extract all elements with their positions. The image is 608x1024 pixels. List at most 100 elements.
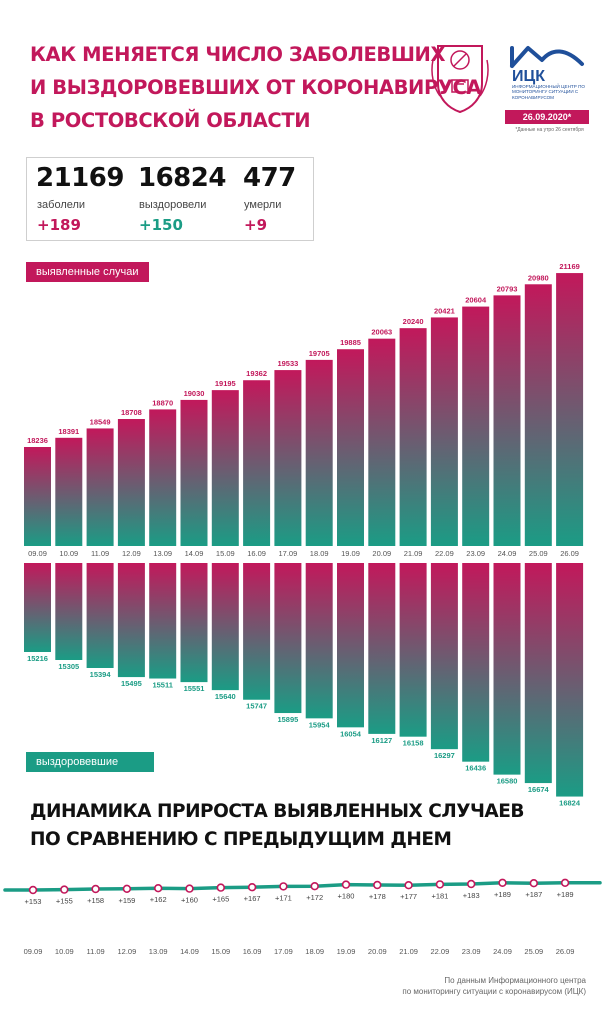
growth-point — [529, 878, 538, 888]
recovered-bar — [24, 563, 51, 652]
date-label: 10.09 — [59, 549, 78, 558]
date-label: 17.09 — [279, 549, 298, 558]
growth-date-label: 23.09 — [462, 947, 481, 956]
icc-name: ИЦК — [512, 68, 545, 85]
case-bar — [274, 370, 302, 546]
growth-date-label: 25.09 — [524, 947, 543, 956]
case-bar — [149, 409, 177, 546]
stat-recovered-label: выздоровели — [139, 199, 207, 211]
recovered-series-label: выздоровевшие — [26, 752, 154, 772]
stat-died-value: 477 — [243, 163, 296, 193]
title-line-2: и выздоровевших от коронавируса — [30, 76, 482, 99]
growth-point — [404, 880, 413, 890]
icc-logo-icon — [510, 46, 584, 68]
growth-point — [341, 880, 351, 889]
growth-point — [279, 882, 288, 891]
growth-title-line-2: по сравнению с предыдущим днем — [30, 829, 452, 850]
case-value-label: 18549 — [90, 417, 111, 426]
case-bar — [55, 437, 83, 546]
page-title: Как меняется число заболевших и выздоров… — [30, 38, 482, 137]
growth-date-label: 18.09 — [305, 947, 324, 956]
date-label: 18.09 — [310, 549, 329, 558]
recovered-bar — [493, 563, 521, 775]
recovered-value-label: 15640 — [215, 692, 236, 701]
growth-point — [91, 884, 100, 894]
recovered-value-label: 15551 — [184, 684, 205, 693]
case-bar — [399, 328, 427, 546]
date-badge: 26.09.2020* — [505, 110, 589, 124]
icc-full-name: Информационный центр по мониторингу ситу… — [512, 84, 585, 100]
case-value-label: 20604 — [465, 296, 487, 305]
date-label: 19.09 — [341, 549, 360, 558]
case-value-label: 18708 — [121, 408, 142, 417]
case-value-label: 20793 — [497, 284, 518, 293]
date-label: 26.09 — [560, 549, 579, 558]
date-label: 15.09 — [216, 549, 235, 558]
recovered-bar — [274, 563, 302, 714]
case-value-label: 20980 — [528, 273, 549, 282]
growth-value-label: +189 — [494, 890, 511, 899]
growth-value-label: +153 — [25, 897, 42, 906]
growth-date-label: 16.09 — [243, 947, 262, 956]
date-label: 20.09 — [372, 549, 391, 558]
case-value-label: 19195 — [215, 379, 236, 388]
recovered-bar — [211, 563, 239, 691]
case-value-label: 18870 — [152, 398, 173, 407]
growth-title-line-1: Динамика прироста выявленных случаев — [30, 801, 524, 822]
growth-value-label: +165 — [212, 895, 229, 904]
recovered-bar — [180, 563, 208, 683]
growth-value-label: +187 — [525, 890, 542, 899]
case-bar — [211, 390, 239, 546]
date-label: 14.09 — [185, 549, 204, 558]
stat-recovered-delta: +150 — [139, 216, 183, 234]
recovered-value-label: 15511 — [152, 681, 172, 690]
recovered-bar — [86, 563, 114, 669]
title-line-3: в Ростовской области — [30, 109, 311, 132]
growth-value-label: +160 — [181, 896, 198, 905]
source-line-1: По данным Информационного центра — [444, 976, 586, 985]
case-value-label: 20063 — [371, 328, 392, 337]
recovered-value-label: 16297 — [434, 751, 455, 760]
growth-point — [498, 878, 507, 887]
case-bar — [243, 380, 271, 546]
case-bar — [305, 359, 333, 546]
growth-point — [560, 878, 570, 887]
growth-point — [467, 879, 476, 889]
rostov-coat-of-arms-icon — [431, 45, 489, 114]
growth-value-label: +155 — [56, 897, 73, 906]
date-label: 23.09 — [466, 549, 485, 558]
date-label: 11.09 — [91, 549, 109, 558]
recovered-bar — [243, 563, 271, 700]
growth-point — [122, 884, 132, 893]
recovered-value-label: 16674 — [528, 785, 550, 794]
growth-value-label: +178 — [369, 892, 386, 901]
case-bar — [556, 273, 584, 546]
case-value-label: 20240 — [403, 317, 424, 326]
case-value-label: 18236 — [27, 436, 48, 445]
growth-date-label: 21.09 — [399, 947, 418, 956]
growth-point — [154, 883, 163, 893]
growth-point — [185, 884, 194, 893]
growth-chart-title: Динамика прироста выявленных случаев по … — [30, 798, 524, 854]
stat-died-delta: +9 — [244, 216, 268, 234]
recovered-bar — [430, 563, 458, 750]
recovered-bar — [117, 563, 145, 678]
date-label: 09.09 — [28, 549, 47, 558]
case-value-label: 19030 — [184, 389, 205, 398]
growth-date-label: 19.09 — [337, 947, 356, 956]
case-bar — [493, 295, 521, 546]
growth-point — [435, 880, 445, 889]
recovered-bar — [368, 563, 396, 734]
case-value-label: 20421 — [434, 306, 455, 315]
recovered-bar — [556, 563, 584, 797]
recovered-value-label: 16436 — [465, 764, 486, 773]
growth-value-label: +171 — [275, 893, 292, 902]
growth-value-label: +167 — [244, 894, 261, 903]
recovered-value-label: 15216 — [27, 654, 48, 663]
growth-date-label: 26.09 — [556, 947, 575, 956]
case-bar — [180, 399, 208, 546]
recovered-bar — [524, 563, 552, 784]
recovered-value-label: 15747 — [246, 702, 267, 711]
growth-date-label: 17.09 — [274, 947, 293, 956]
